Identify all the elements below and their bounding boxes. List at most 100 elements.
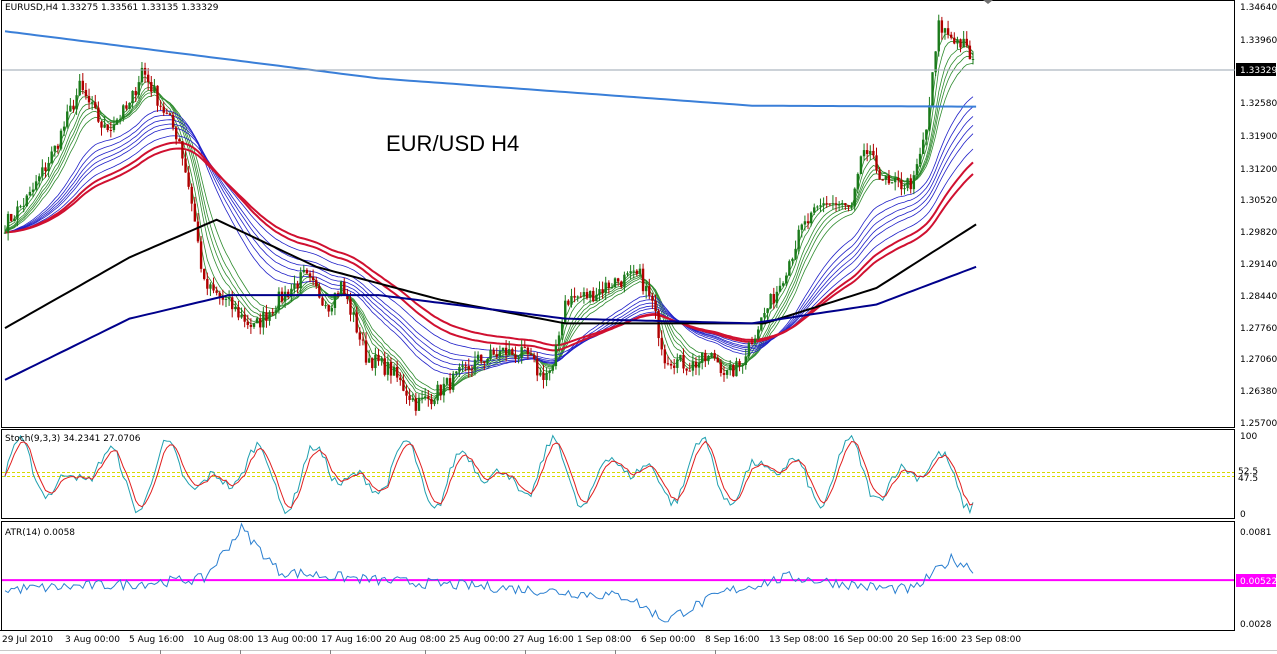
candle-body bbox=[414, 398, 418, 411]
candle-body bbox=[411, 398, 414, 400]
time-tick-label: 6 Sep 00:00 bbox=[641, 635, 696, 645]
candle-body bbox=[448, 378, 452, 390]
candle-body bbox=[3, 232, 7, 234]
candle-body bbox=[221, 297, 225, 300]
candle-body bbox=[588, 290, 592, 298]
chart-title: EUR/USD H4 bbox=[386, 131, 519, 156]
candle-body bbox=[819, 205, 822, 207]
ribbon-ma-line bbox=[4, 116, 974, 366]
candle-body bbox=[324, 305, 327, 307]
candle-body bbox=[78, 80, 81, 96]
candle-body bbox=[557, 335, 561, 346]
candle-body bbox=[785, 275, 788, 284]
candle-body bbox=[781, 283, 785, 286]
candle-body bbox=[707, 355, 710, 362]
candle-body bbox=[128, 102, 131, 109]
candle-body bbox=[224, 299, 228, 301]
candle-body bbox=[383, 358, 386, 375]
chart-tab-strip[interactable] bbox=[0, 650, 1277, 654]
candle-body bbox=[218, 292, 221, 298]
candle-body bbox=[305, 269, 309, 274]
candle-body bbox=[34, 181, 38, 190]
candle-body bbox=[480, 354, 483, 362]
candle-body bbox=[626, 273, 629, 275]
atr-level-label: 0.00522 bbox=[1240, 577, 1277, 587]
candle-body bbox=[90, 102, 94, 104]
price-tick-label: 1.29140 bbox=[1240, 260, 1277, 270]
candle-body bbox=[473, 359, 477, 370]
candle-body bbox=[859, 156, 863, 174]
time-tick-label: 8 Sep 16:00 bbox=[705, 635, 760, 645]
candle-body bbox=[560, 322, 564, 336]
candle-body bbox=[392, 366, 396, 376]
candle-body bbox=[118, 118, 122, 120]
candle-body bbox=[72, 105, 75, 110]
stochastic-panel[interactable] bbox=[1, 429, 1235, 519]
time-tick-label: 25 Aug 00:00 bbox=[449, 635, 510, 645]
stoch-tick-label: 47.5 bbox=[1238, 474, 1258, 484]
candle-body bbox=[592, 290, 595, 302]
candle-body bbox=[576, 296, 579, 298]
candle-body bbox=[729, 365, 732, 371]
candle-body bbox=[735, 361, 738, 377]
candle-body bbox=[654, 300, 657, 311]
price-axis: 1.34640 1.33960 1.32580 1.31900 1.31200 … bbox=[1236, 3, 1277, 429]
price-tick-label: 1.31200 bbox=[1240, 165, 1277, 175]
candle-body bbox=[794, 248, 797, 259]
candle-body bbox=[156, 85, 159, 106]
candle-body bbox=[364, 340, 368, 363]
candle-body bbox=[604, 282, 607, 293]
candle-body bbox=[694, 361, 698, 368]
candle-body bbox=[38, 176, 41, 182]
candle-body bbox=[209, 284, 212, 289]
candle-body bbox=[343, 281, 346, 295]
candle-body bbox=[199, 241, 203, 269]
candle-body bbox=[455, 371, 458, 374]
candle-body bbox=[968, 45, 972, 60]
candle-body bbox=[417, 397, 421, 411]
stoch-tick-label: 0 bbox=[1240, 510, 1246, 520]
time-tick-label: 13 Sep 08:00 bbox=[769, 635, 829, 645]
candle-body bbox=[395, 366, 399, 378]
candle-body bbox=[476, 354, 480, 360]
main-price-panel[interactable] bbox=[1, 0, 1235, 428]
ribbon-ma-line bbox=[4, 55, 974, 395]
candle-body bbox=[567, 300, 570, 305]
candle-body bbox=[271, 311, 274, 313]
candle-body bbox=[511, 349, 514, 355]
candle-body bbox=[215, 290, 218, 293]
candle-body bbox=[610, 287, 614, 289]
candle-body bbox=[514, 354, 517, 359]
candle-body bbox=[389, 362, 393, 376]
candle-body bbox=[937, 20, 940, 52]
candle-body bbox=[893, 178, 897, 183]
candle-body bbox=[168, 113, 172, 115]
candle-body bbox=[100, 121, 103, 128]
candle-body bbox=[934, 51, 937, 73]
candle-body bbox=[302, 269, 305, 273]
candle-body bbox=[517, 357, 520, 359]
atr-panel[interactable] bbox=[1, 521, 1235, 631]
candle-body bbox=[296, 283, 299, 289]
price-tick-label: 1.34640 bbox=[1240, 3, 1277, 13]
candle-body bbox=[243, 314, 246, 322]
candle-body bbox=[682, 354, 685, 369]
candle-body bbox=[884, 175, 888, 180]
ribbon-ma-line bbox=[4, 62, 974, 391]
candle-body bbox=[772, 294, 775, 304]
candle-body bbox=[6, 213, 10, 233]
scroll-marker-icon[interactable] bbox=[983, 0, 993, 4]
candle-body bbox=[704, 352, 707, 362]
current-price-label: 1.33329 bbox=[1240, 66, 1277, 76]
time-tick-label: 5 Aug 16:00 bbox=[129, 635, 184, 645]
candle-body bbox=[184, 158, 187, 173]
candle-body bbox=[146, 74, 150, 83]
candle-body bbox=[601, 289, 604, 293]
candle-body bbox=[725, 370, 729, 375]
candle-body bbox=[595, 294, 598, 302]
candle-body bbox=[669, 363, 673, 366]
candle-body bbox=[738, 361, 741, 366]
candle-body bbox=[616, 278, 620, 282]
candle-body bbox=[722, 372, 726, 375]
